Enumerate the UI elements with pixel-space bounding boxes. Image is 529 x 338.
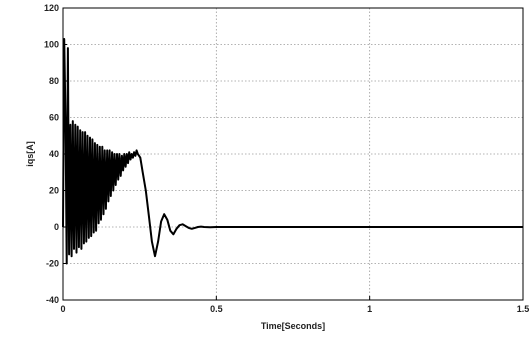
x-tick-label: 1.5	[517, 304, 529, 314]
x-tick-label: 0	[60, 304, 65, 314]
y-tick-label: -20	[46, 259, 59, 269]
x-axis-label: Time[Seconds]	[261, 321, 325, 331]
y-axis-label: iqs[A]	[25, 141, 35, 167]
y-tick-label: 100	[44, 40, 59, 50]
x-tick-label: 0.5	[210, 304, 223, 314]
y-tick-label: 0	[54, 222, 59, 232]
y-tick-label: -40	[46, 295, 59, 305]
y-tick-label: 60	[49, 113, 59, 123]
y-tick-label: 20	[49, 186, 59, 196]
y-tick-label: 40	[49, 149, 59, 159]
y-tick-label: 120	[44, 3, 59, 13]
x-tick-label: 1	[367, 304, 372, 314]
y-tick-label: 80	[49, 76, 59, 86]
series-line-iqs	[62, 38, 523, 265]
